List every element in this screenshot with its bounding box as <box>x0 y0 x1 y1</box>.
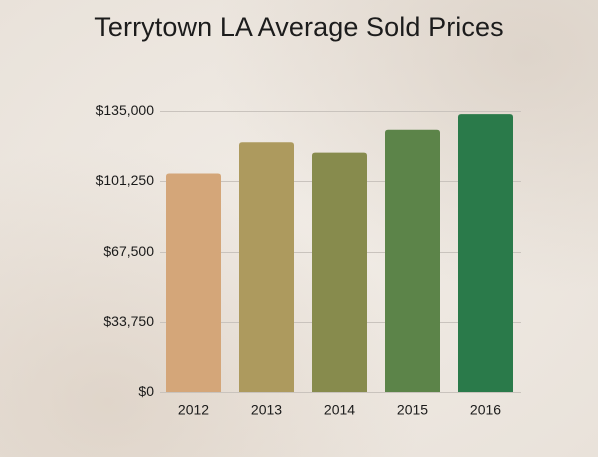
x-tick-label: 2013 <box>251 402 282 418</box>
y-tick-label: $0 <box>138 383 154 399</box>
x-axis-ticks: 2012 2013 2014 2015 2016 <box>178 402 501 418</box>
x-tick-label: 2014 <box>324 402 355 418</box>
y-tick-label: $101,250 <box>96 172 155 188</box>
bar-2014 <box>312 152 367 392</box>
y-axis-ticks: $0 $33,750 $67,500 $101,250 $135,000 <box>96 102 155 399</box>
bar-2015 <box>385 129 440 392</box>
x-tick-label: 2015 <box>397 402 428 418</box>
x-tick-label: 2012 <box>178 402 209 418</box>
bar-layer <box>166 114 513 392</box>
y-tick-label: $33,750 <box>103 313 154 329</box>
y-tick-label: $67,500 <box>103 243 154 259</box>
bar-2013 <box>239 142 294 392</box>
bar-2016 <box>458 114 513 392</box>
chart-title: Terrytown LA Average Sold Prices <box>94 12 504 42</box>
y-tick-label: $135,000 <box>96 102 155 118</box>
bar-2012 <box>166 173 221 392</box>
x-tick-label: 2016 <box>470 402 501 418</box>
